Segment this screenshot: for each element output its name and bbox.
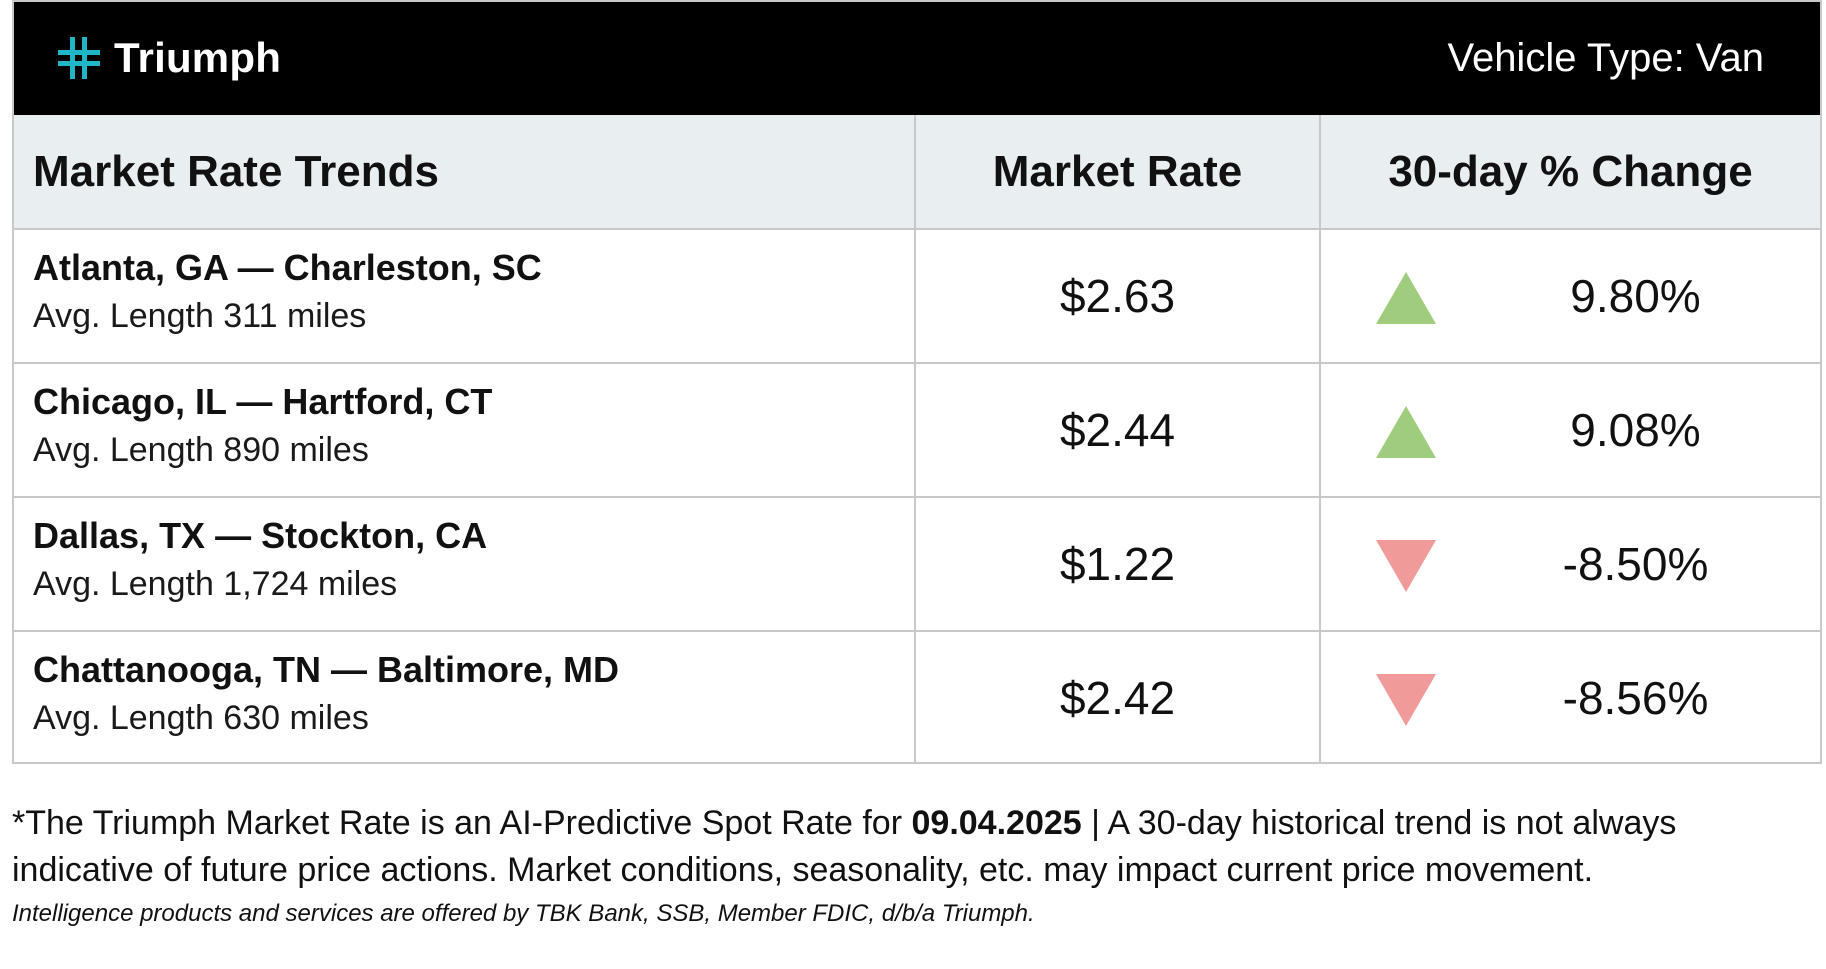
market-rate-value: $1.22 [1059, 538, 1176, 590]
footnote-prefix: *The Triumph Market Rate is an AI-Predic… [12, 804, 912, 842]
change-value: -8.56% [1562, 672, 1709, 724]
footnote-date: 09.04.2025 [911, 804, 1082, 842]
column-header-trends: Market Rate Trends [33, 146, 439, 196]
trend-up-icon [1376, 272, 1436, 324]
change-value: -8.50% [1562, 538, 1709, 590]
market-rate-value: $2.44 [1059, 404, 1176, 456]
table-row: Dallas, TX — Stockton, CA Avg. Length 1,… [14, 496, 1820, 630]
column-header-rate: Market Rate [992, 146, 1243, 196]
logo: Triumph [56, 32, 281, 84]
column-header-change: 30-day % Change [1388, 146, 1753, 196]
footnote: *The Triumph Market Rate is an AI-Predic… [12, 800, 1820, 894]
table-row: Atlanta, GA — Charleston, SC Avg. Length… [14, 228, 1820, 362]
table-row: Chicago, IL — Hartford, CT Avg. Length 8… [14, 362, 1820, 496]
market-rate-value: $2.42 [1059, 672, 1176, 724]
header-bar: Triumph Vehicle Type: Van [14, 2, 1820, 115]
avg-length-label: Avg. Length 1,724 miles [33, 565, 398, 603]
brand-name: Triumph [114, 34, 282, 81]
change-value: 9.08% [1570, 404, 1701, 456]
change-value: 9.80% [1570, 270, 1701, 322]
trend-down-icon [1376, 674, 1436, 726]
market-rate-value: $2.63 [1059, 270, 1176, 322]
route-label: Atlanta, GA — Charleston, SC [33, 247, 542, 288]
market-rate-card: Triumph Vehicle Type: Van Market Rate Tr… [12, 0, 1822, 764]
route-label: Chicago, IL — Hartford, CT [33, 381, 493, 422]
trend-up-icon [1376, 406, 1436, 458]
table-row: Chattanooga, TN — Baltimore, MD Avg. Len… [14, 630, 1820, 764]
route-label: Dallas, TX — Stockton, CA [33, 515, 488, 556]
avg-length-label: Avg. Length 890 miles [33, 431, 369, 469]
footnote-suffix: | A 30-day historical trend is not alway… [12, 804, 1677, 889]
trend-down-icon [1376, 540, 1436, 592]
vehicle-type-label: Vehicle Type: Van [1447, 36, 1764, 80]
route-label: Chattanooga, TN — Baltimore, MD [33, 649, 620, 690]
avg-length-label: Avg. Length 311 miles [33, 297, 367, 335]
triumph-cross-logo-icon [58, 37, 100, 79]
disclaimer: Intelligence products and services are o… [12, 900, 1035, 927]
rate-table: Market Rate Trends Market Rate 30-day % … [14, 115, 1820, 764]
avg-length-label: Avg. Length 630 miles [33, 699, 369, 737]
table-header-row: Market Rate Trends Market Rate 30-day % … [14, 115, 1820, 228]
